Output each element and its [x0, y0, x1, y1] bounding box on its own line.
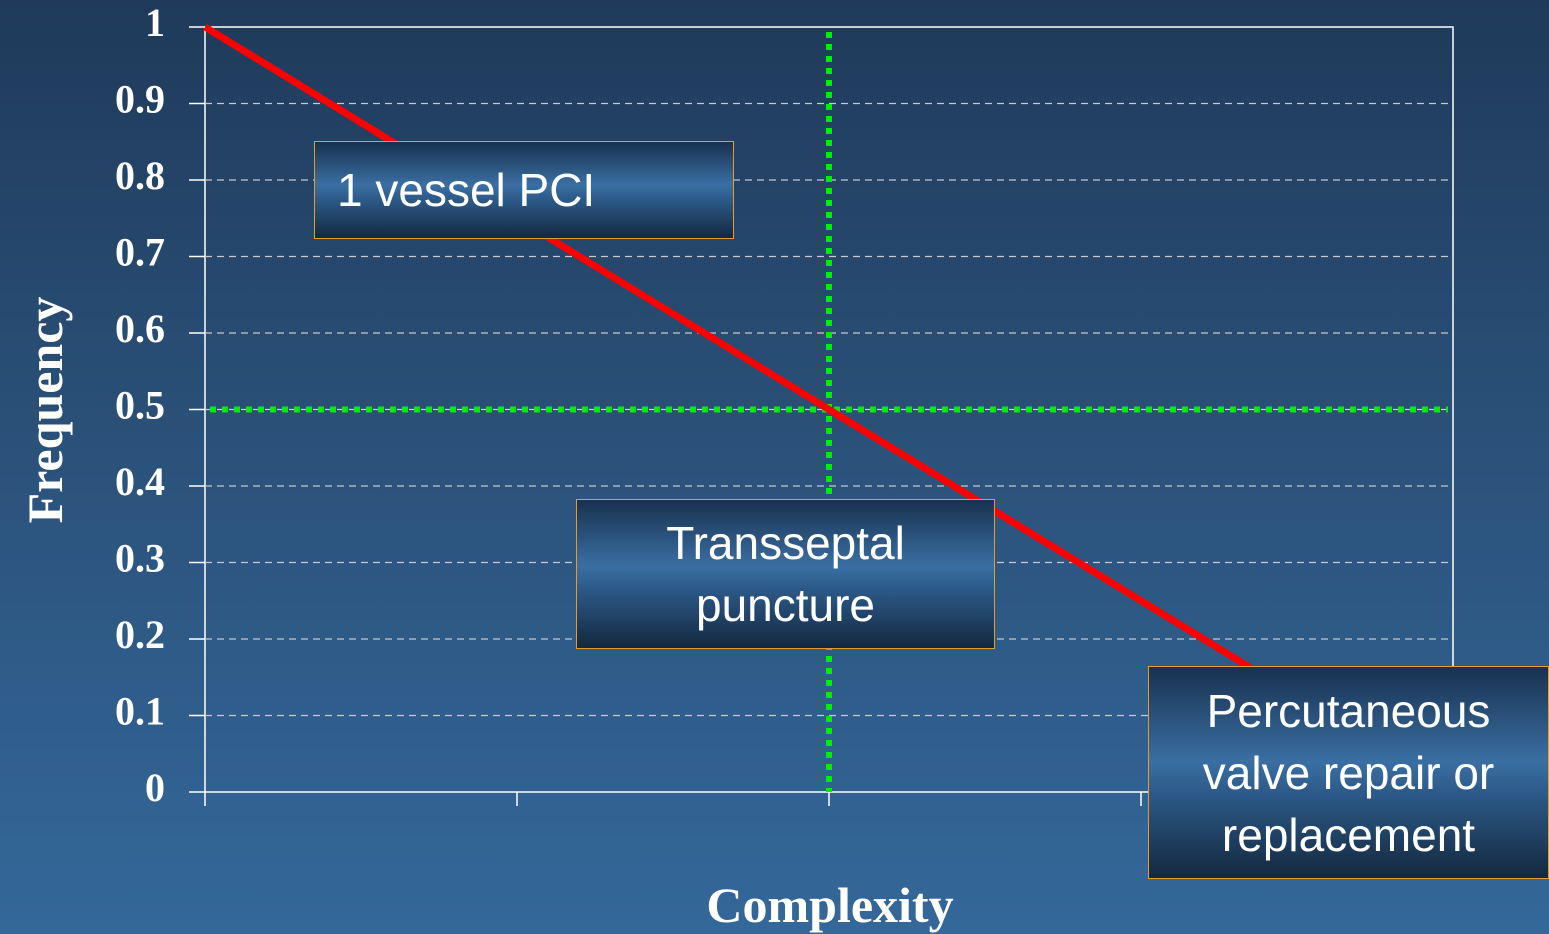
- y-tick-label: 0.9: [115, 77, 165, 122]
- y-tick-label: 0.6: [115, 306, 165, 351]
- y-tick-label: 0.1: [115, 689, 165, 734]
- annotation-box: Transseptal puncture: [576, 499, 995, 649]
- y-tick-label: 0.7: [115, 230, 165, 275]
- y-tick-label: 1: [145, 0, 165, 45]
- y-axis-label: Frequency: [17, 297, 73, 524]
- x-axis-label: Complexity: [706, 877, 953, 933]
- y-tick-label: 0.3: [115, 536, 165, 581]
- y-tick-label: 0.8: [115, 153, 165, 198]
- y-tick-label: 0.5: [115, 383, 165, 428]
- y-tick-label: 0.4: [115, 459, 165, 504]
- y-tick-label: 0: [145, 765, 165, 810]
- annotation-box: Percutaneous valve repair or replacement: [1148, 666, 1549, 879]
- y-tick-label: 0.2: [115, 612, 165, 657]
- annotation-box: 1 vessel PCI: [314, 141, 734, 239]
